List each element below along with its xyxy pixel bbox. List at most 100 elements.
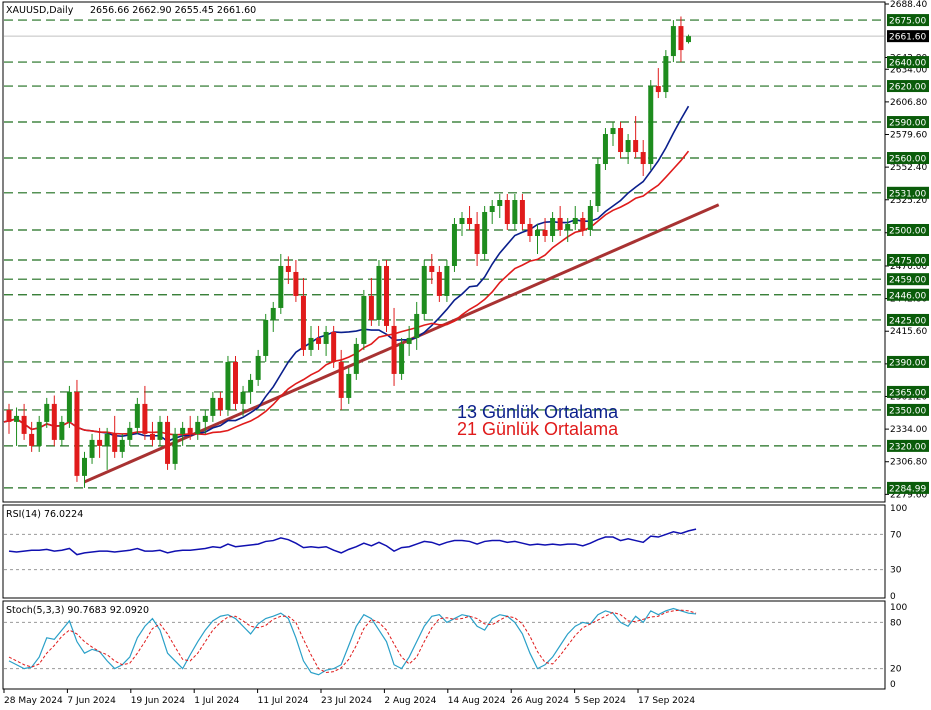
candle-body bbox=[263, 319, 269, 356]
candle-body bbox=[157, 421, 163, 440]
level-label-box bbox=[887, 403, 929, 416]
x-tick-label: 17 Sep 2024 bbox=[638, 696, 695, 706]
candle-body bbox=[565, 223, 571, 230]
candle-body bbox=[338, 361, 344, 398]
level-label: 2284.99 bbox=[889, 484, 926, 494]
stoch-pane-border bbox=[2, 600, 886, 690]
y-tick-label: 2552.40 bbox=[890, 163, 927, 173]
level-label: 2350.00 bbox=[889, 406, 926, 416]
level-label: 2365.00 bbox=[889, 388, 926, 398]
level-label: 2560.00 bbox=[889, 155, 926, 165]
level-label: 2640.00 bbox=[889, 59, 926, 69]
y-tick-label: 2688.40 bbox=[890, 0, 927, 10]
candle-body bbox=[504, 200, 510, 224]
candle-body bbox=[127, 427, 133, 440]
candle-body bbox=[248, 379, 254, 392]
candle-body bbox=[527, 223, 533, 236]
price-levels bbox=[4, 19, 884, 489]
candle-body bbox=[618, 128, 624, 153]
candle-body bbox=[414, 313, 420, 338]
candle-body bbox=[444, 265, 450, 296]
rsi-tick-label: 0 bbox=[890, 592, 896, 602]
y-tick-label: 2470.00 bbox=[890, 262, 927, 272]
candle-body bbox=[142, 403, 148, 434]
candle-body bbox=[557, 217, 563, 230]
candle-body bbox=[376, 265, 382, 320]
candle-body bbox=[602, 134, 608, 165]
candle-body bbox=[187, 427, 193, 434]
candle-body bbox=[195, 421, 201, 434]
candle-body bbox=[180, 427, 186, 434]
candle-body bbox=[172, 433, 178, 464]
candle-body bbox=[421, 265, 427, 314]
candle-body bbox=[368, 295, 374, 320]
candle-body bbox=[474, 223, 480, 254]
x-tick-label: 2 Aug 2024 bbox=[384, 696, 436, 706]
level-label-box bbox=[887, 14, 929, 27]
x-tick-label: 11 Jul 2024 bbox=[258, 696, 309, 706]
level-label: 2475.00 bbox=[889, 256, 926, 266]
candle-body bbox=[580, 217, 586, 230]
x-tick-label: 5 Sep 2024 bbox=[575, 696, 627, 706]
candle-body bbox=[640, 152, 646, 165]
candle-body bbox=[225, 361, 231, 410]
candle-body bbox=[572, 217, 578, 224]
level-label: 2620.00 bbox=[889, 83, 926, 93]
candle-body bbox=[519, 200, 525, 224]
candle-body bbox=[633, 140, 639, 153]
candle-body bbox=[134, 403, 140, 428]
level-label-box bbox=[887, 186, 929, 199]
x-tick-label: 23 Jul 2024 bbox=[321, 696, 372, 706]
candle-body bbox=[331, 331, 337, 362]
rsi-tick-label: 30 bbox=[890, 566, 902, 576]
candle-body bbox=[97, 439, 103, 446]
x-tick-label: 1 Jul 2024 bbox=[194, 696, 239, 706]
candle-body bbox=[406, 337, 412, 344]
rsi-pane: 100 70 30 0 bbox=[4, 504, 907, 602]
level-label-box bbox=[887, 385, 929, 398]
ma13-annotation: 13 Günlük Ortalama bbox=[457, 402, 619, 422]
price-pane-border bbox=[2, 1, 886, 503]
candle-body bbox=[240, 391, 246, 404]
ohlc-readout: 2656.66 2662.90 2655.45 2661.60 bbox=[90, 5, 256, 16]
level-label-box bbox=[887, 439, 929, 452]
candle-body bbox=[429, 265, 435, 272]
candle-body bbox=[59, 421, 65, 440]
candle-body bbox=[89, 439, 95, 458]
stoch-tick-label: 100 bbox=[890, 603, 907, 613]
level-label: 2446.00 bbox=[889, 291, 926, 301]
stoch-tick-label: 80 bbox=[890, 618, 902, 628]
candle-body bbox=[278, 265, 284, 308]
candle-body bbox=[353, 343, 359, 374]
candle-body bbox=[663, 56, 669, 93]
rsi-line bbox=[8, 528, 697, 556]
candle-body bbox=[112, 433, 118, 452]
level-label: 2390.00 bbox=[889, 358, 926, 368]
rsi-title: RSI(14) 76.0224 bbox=[6, 509, 83, 520]
price-y-axis: 2688.402643.802634.002606.802579.602552.… bbox=[885, 0, 927, 500]
level-label-box bbox=[887, 152, 929, 165]
candle-body bbox=[323, 331, 329, 344]
candle-body bbox=[51, 403, 57, 440]
candle-body bbox=[255, 355, 261, 380]
candle-body bbox=[210, 397, 216, 416]
candle-body bbox=[14, 415, 20, 422]
candle-body bbox=[316, 337, 322, 344]
y-tick-label: 2279.60 bbox=[890, 490, 927, 500]
candle-body bbox=[361, 295, 367, 344]
candle-body bbox=[346, 373, 352, 398]
candle-body bbox=[6, 409, 12, 422]
candle-body bbox=[595, 164, 601, 206]
stoch-signal-line bbox=[8, 609, 697, 673]
y-tick-label: 2634.00 bbox=[890, 65, 927, 75]
candle-body bbox=[686, 36, 691, 43]
x-axis: 28 May 2024 7 Jun 2024 19 Jun 2024 1 Jul 20… bbox=[3, 689, 695, 706]
level-label: 2590.00 bbox=[889, 119, 926, 129]
level-label-box bbox=[887, 355, 929, 368]
stoch-title: Stoch(5,3,3) 90.7683 92.0920 bbox=[6, 605, 149, 616]
rsi-tick-label: 100 bbox=[890, 504, 907, 514]
candle-body bbox=[489, 205, 495, 212]
candle-body bbox=[497, 200, 503, 206]
stoch-tick-label: 20 bbox=[890, 665, 902, 675]
candle-body bbox=[66, 391, 72, 422]
